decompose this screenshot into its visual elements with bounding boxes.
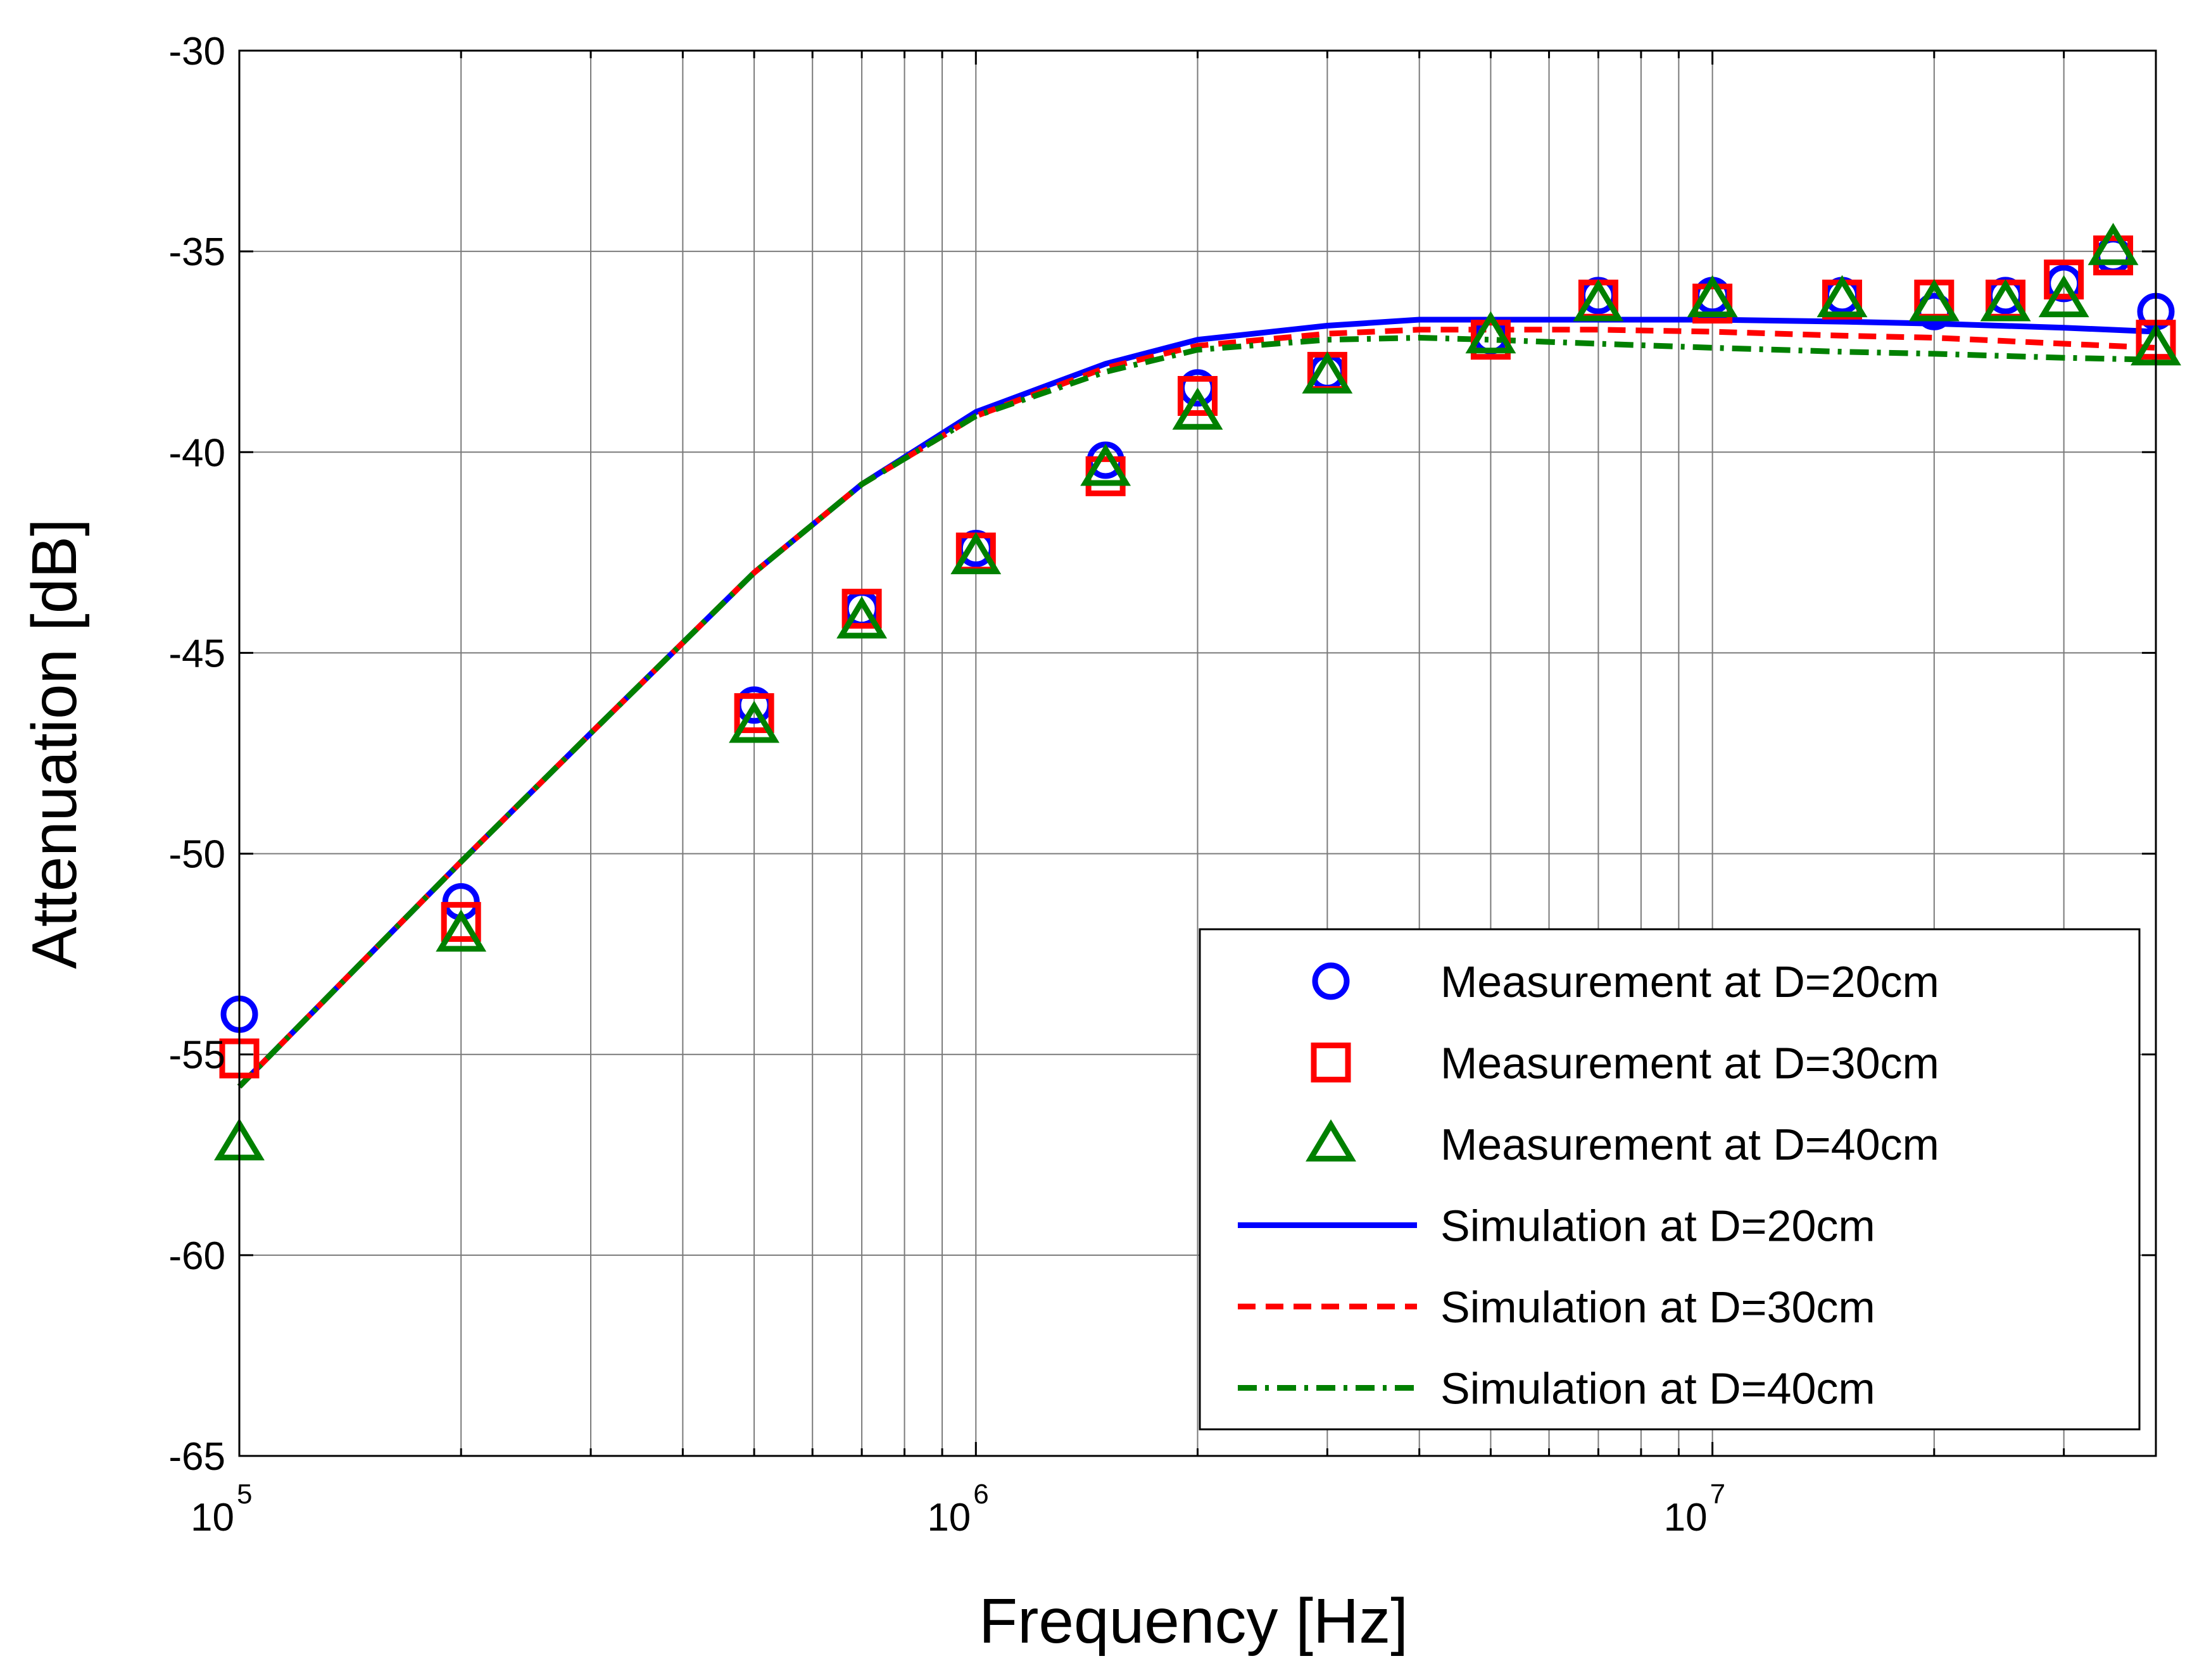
y-tick-label: -40 [168, 431, 225, 475]
data-point [1172, 387, 1223, 430]
plot-frame [238, 49, 2157, 1457]
legend-symbol [1306, 1119, 1356, 1162]
data-point [836, 596, 888, 639]
y-tick-label: -45 [168, 632, 225, 675]
y-tick-label: -55 [168, 1034, 225, 1077]
data-point [436, 909, 487, 952]
x-tick-exponent: 6 [973, 1479, 988, 1510]
legend-symbol [1312, 962, 1350, 1000]
legend-symbol [1311, 1043, 1351, 1082]
data-point [2038, 275, 2089, 318]
legend-label: Measurement at D=40cm [1440, 1120, 1939, 1169]
series-line [237, 327, 2157, 1089]
y-axis-label: Attenuation [dB] [19, 518, 90, 969]
x-tick-label: 10 [1664, 1496, 1708, 1539]
y-tick-label: -50 [168, 833, 225, 877]
data-point [1817, 275, 1868, 318]
y-tick-label: -60 [168, 1234, 225, 1278]
legend-label: Simulation at D=20cm [1440, 1201, 1875, 1251]
legend: Measurement at D=20cm Measurement at D=30… [1199, 928, 2141, 1431]
legend-label: Simulation at D=40cm [1440, 1364, 1875, 1414]
legend-label: Measurement at D=30cm [1440, 1039, 1939, 1088]
y-tick-label: -30 [168, 30, 225, 73]
y-tick-label: -65 [168, 1435, 225, 1479]
data-point [1908, 279, 1960, 322]
data-point [2088, 223, 2139, 265]
data-point [2044, 260, 2084, 300]
legend-box [1199, 928, 2141, 1431]
data-point [1302, 351, 1353, 394]
series-lines [237, 317, 2157, 1089]
x-axis-label: Frequency [Hz] [979, 1586, 1408, 1657]
data-point [734, 693, 774, 734]
data-point [841, 589, 882, 629]
data-point [1465, 311, 1516, 354]
data-point [729, 700, 780, 743]
data-point [1687, 275, 1738, 318]
series-markers [214, 223, 2181, 1161]
x-tick-label: 10 [927, 1496, 971, 1539]
legend-label: Measurement at D=20cm [1440, 957, 1939, 1006]
data-point [950, 532, 1002, 575]
tick-marks [238, 49, 2157, 1457]
x-tick-exponent: 7 [1710, 1479, 1725, 1510]
data-point [1178, 375, 1218, 416]
y-tick-label: -35 [168, 230, 225, 274]
x-tick-label: 10 [191, 1496, 234, 1539]
data-point [1080, 443, 1131, 486]
x-tick-exponent: 5 [237, 1479, 252, 1510]
data-point [1980, 279, 2031, 322]
data-point [1573, 279, 1624, 322]
data-point [441, 901, 481, 942]
legend-label: Simulation at D=30cm [1440, 1282, 1875, 1332]
